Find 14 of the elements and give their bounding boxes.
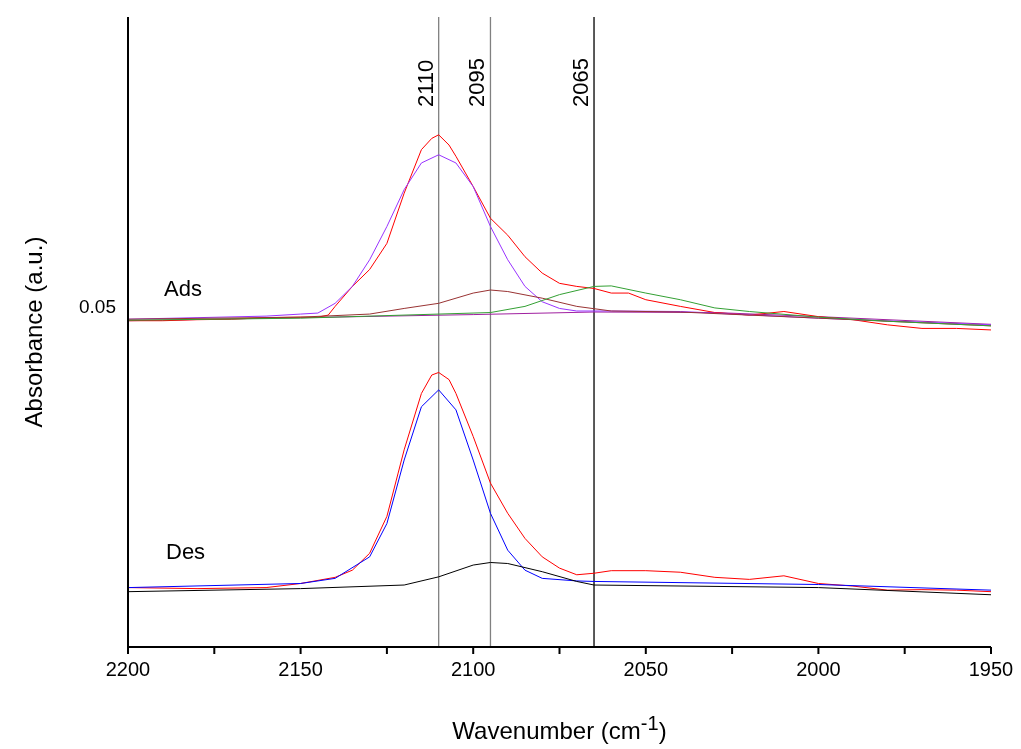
x-tick-label: 2100 [450, 658, 496, 681]
x-tick-label: 2000 [796, 658, 841, 681]
x-tick-label: 2200 [105, 658, 151, 681]
ref-line-label: 2065 [568, 58, 594, 107]
x-tick-label: 1950 [968, 658, 1014, 681]
x-axis-title: Wavenumber (cm$^{-1}$) [451, 712, 668, 745]
y-axis-title: Absorbance (a.u.) [20, 236, 48, 428]
x-tick-label: 2050 [623, 658, 669, 681]
annotation: Des [166, 539, 206, 565]
annotation: Ads [164, 276, 202, 302]
ref-line-label: 2095 [464, 58, 490, 107]
x-tick-label: 2150 [278, 658, 323, 681]
text: 0.05 [79, 296, 116, 318]
ref-line-label: 2110 [412, 59, 438, 107]
